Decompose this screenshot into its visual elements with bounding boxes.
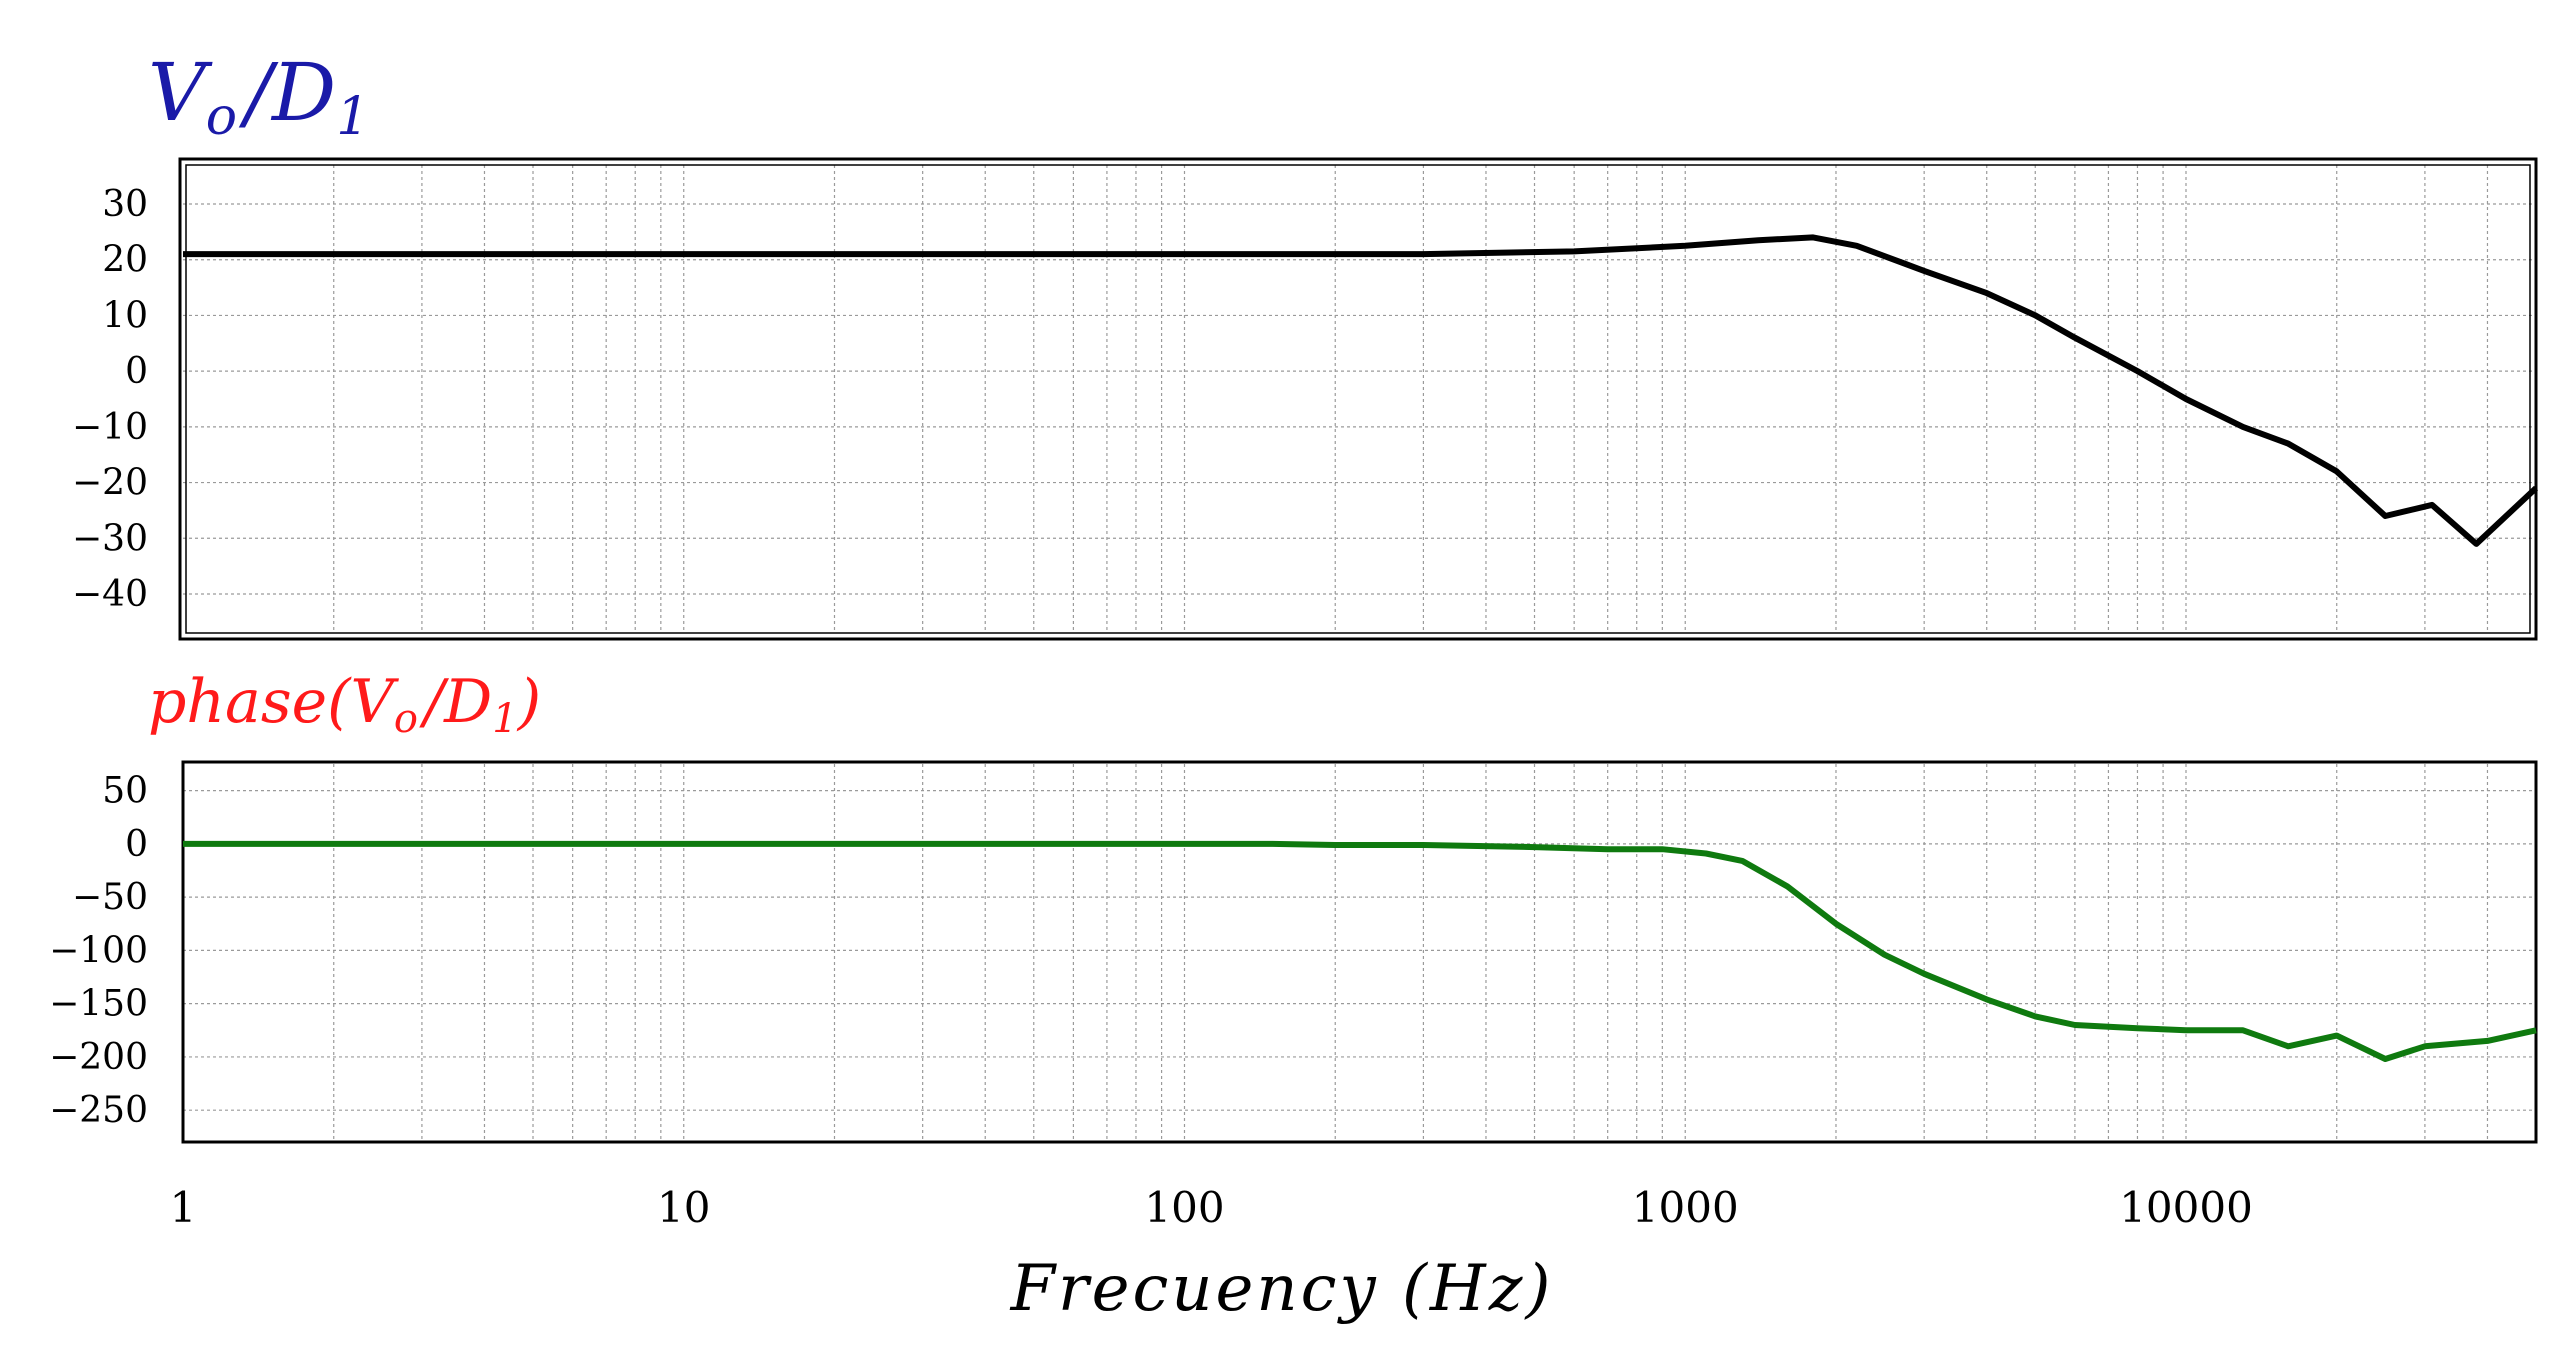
x-axis-label: Frecuency (Hz) xyxy=(1010,1252,1554,1326)
phase-y-tick-label: −200 xyxy=(49,1037,148,1078)
phase-y-tick-label: 50 xyxy=(102,771,148,812)
phase-plot-title: phase(Vo/D1) xyxy=(148,667,541,742)
magnitude-y-tick-label: −20 xyxy=(72,463,148,504)
magnitude-title-v: V xyxy=(148,46,213,139)
phase-plot-frame xyxy=(181,760,2538,1144)
magnitude-title-sep: /D xyxy=(238,46,336,139)
magnitude-plot-title: Vo/D1 xyxy=(148,46,369,147)
magnitude-y-axis: 30 20 10 0 −10 −20 −30 −40 xyxy=(72,184,148,615)
magnitude-y-tick-label: −10 xyxy=(72,407,148,448)
phase-title-suffix: ) xyxy=(516,667,541,737)
phase-title-prefix: phase( xyxy=(148,667,352,737)
phase-title-sep: /D xyxy=(419,667,492,737)
magnitude-plot: 30 20 10 0 −10 −20 −30 −40 xyxy=(72,157,2539,641)
magnitude-y-tick-label: 30 xyxy=(102,184,148,225)
phase-grid xyxy=(183,764,2536,1140)
phase-y-tick-label: −100 xyxy=(49,930,148,971)
phase-title-v: V xyxy=(351,667,400,737)
x-tick-label: 1000 xyxy=(1632,1183,1739,1232)
magnitude-y-tick-label: 10 xyxy=(102,295,148,336)
x-tick-label: 1 xyxy=(170,1183,197,1232)
magnitude-grid xyxy=(183,165,2536,633)
magnitude-title-sub-1: 1 xyxy=(336,87,369,147)
magnitude-y-tick-label: −40 xyxy=(72,574,148,615)
magnitude-y-tick-label: 0 xyxy=(125,351,148,392)
phase-title-sub-1: 1 xyxy=(492,696,517,742)
x-tick-label: 10000 xyxy=(2119,1183,2253,1232)
phase-plot: 50 0 −50 −100 −150 −200 −250 xyxy=(49,760,2538,1144)
magnitude-y-tick-label: −30 xyxy=(72,518,148,559)
magnitude-title-sub-o: o xyxy=(206,87,237,147)
magnitude-y-tick-label: 20 xyxy=(102,240,148,281)
phase-y-tick-label: −50 xyxy=(72,877,148,918)
magnitude-plot-frame xyxy=(178,157,2538,641)
phase-y-axis: 50 0 −50 −100 −150 −200 −250 xyxy=(49,771,148,1132)
magnitude-series-line xyxy=(183,234,2539,547)
phase-y-tick-label: −250 xyxy=(49,1090,148,1131)
phase-series-line xyxy=(183,840,2537,1062)
x-axis: 1 10 100 1000 10000 xyxy=(170,1183,2253,1232)
phase-title-sub-o: o xyxy=(394,696,418,742)
magnitude-plot-inner-frame xyxy=(185,164,2531,634)
phase-y-tick-label: −150 xyxy=(49,984,148,1025)
phase-y-tick-label: 0 xyxy=(125,824,148,865)
x-tick-label: 10 xyxy=(657,1183,710,1232)
x-tick-label: 100 xyxy=(1144,1183,1224,1232)
